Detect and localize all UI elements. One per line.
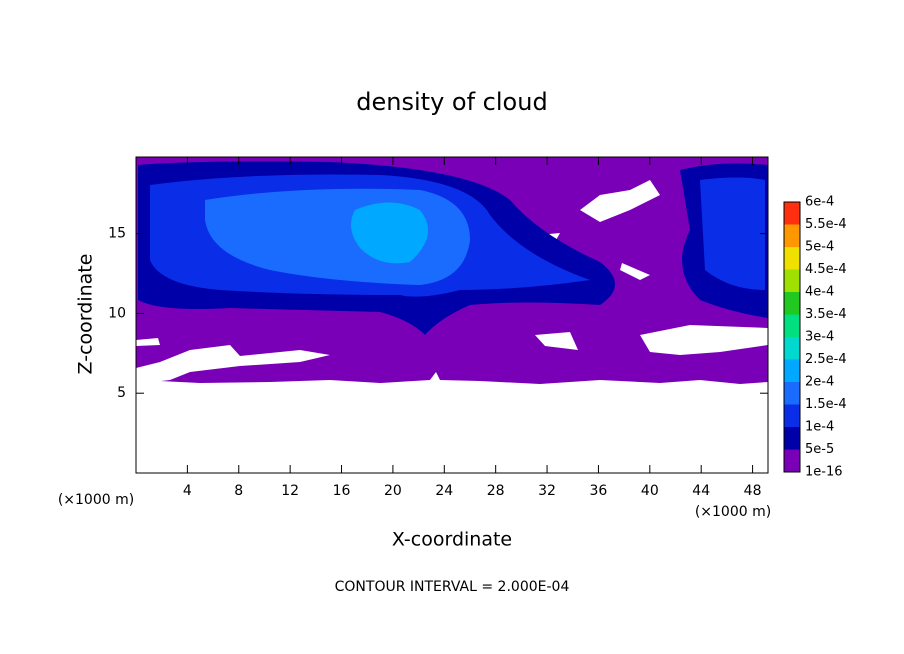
y-axis-label: Z-coordinate <box>75 254 97 375</box>
cloud-free-area <box>136 180 768 384</box>
colorbar-frame <box>783 201 801 473</box>
y-tick-label: 5 <box>117 385 126 401</box>
x-axis-label: X-coordinate <box>392 529 512 551</box>
x-tick-label: 24 <box>435 483 453 499</box>
plot-frame <box>135 156 769 474</box>
colorbar-label: 5.5e-4 <box>805 217 847 232</box>
colorbar-band <box>784 404 800 427</box>
colorbar-label: 2.5e-4 <box>805 352 847 367</box>
x-tick-label: 12 <box>281 483 299 499</box>
colorbar-label: 1.5e-4 <box>805 397 847 412</box>
colorbar-label: 5e-5 <box>805 442 834 457</box>
colorbar-band <box>784 292 800 315</box>
x-tick-label: 28 <box>487 483 505 499</box>
colorbar-label: 5e-4 <box>805 240 834 255</box>
colorbar-band <box>784 314 800 337</box>
colorbar-band <box>784 382 800 405</box>
colorbar-label: 4e-4 <box>805 285 834 300</box>
x-tick-label: 16 <box>333 483 351 499</box>
colorbar: 1e-16 5e-5 1e-4 1.5e-4 2e-4 2.5e-4 3e-4 3.5e-4 4… <box>783 195 847 480</box>
chart-title: density of cloud <box>356 88 547 116</box>
x-tick-label: 40 <box>641 483 659 499</box>
colorbar-band <box>784 247 800 270</box>
colorbar-band <box>784 427 800 450</box>
contour-region <box>351 202 428 264</box>
x-tick-label: 32 <box>538 483 556 499</box>
x-tick-label: 8 <box>234 483 243 499</box>
footer-note: CONTOUR INTERVAL = 2.000E-04 <box>335 579 570 595</box>
x-axis-unit: (×1000 m) <box>695 504 771 520</box>
colorbar-band <box>784 359 800 382</box>
colorbar-label: 3e-4 <box>805 330 834 345</box>
x-tick-label: 48 <box>744 483 762 499</box>
x-tick-label: 4 <box>183 483 192 499</box>
contour-field <box>136 157 768 384</box>
colorbar-band <box>784 269 800 292</box>
x-tick-label: 20 <box>384 483 402 499</box>
x-tick-label: 44 <box>692 483 710 499</box>
colorbar-band <box>784 224 800 247</box>
colorbar-band <box>784 202 800 225</box>
y-tick-label: 15 <box>108 226 126 242</box>
colorbar-label: 4.5e-4 <box>805 262 847 277</box>
colorbar-band <box>784 337 800 360</box>
colorbar-label: 1e-4 <box>805 420 834 435</box>
y-tick-label: 10 <box>108 305 126 321</box>
colorbar-band <box>784 449 800 472</box>
x-tick-label: 36 <box>590 483 608 499</box>
colorbar-label: 3.5e-4 <box>805 307 847 322</box>
y-axis-unit: (×1000 m) <box>58 492 134 508</box>
colorbar-label: 6e-4 <box>805 195 834 210</box>
colorbar-label: 2e-4 <box>805 375 834 390</box>
colorbar-label: 1e-16 <box>805 465 843 480</box>
